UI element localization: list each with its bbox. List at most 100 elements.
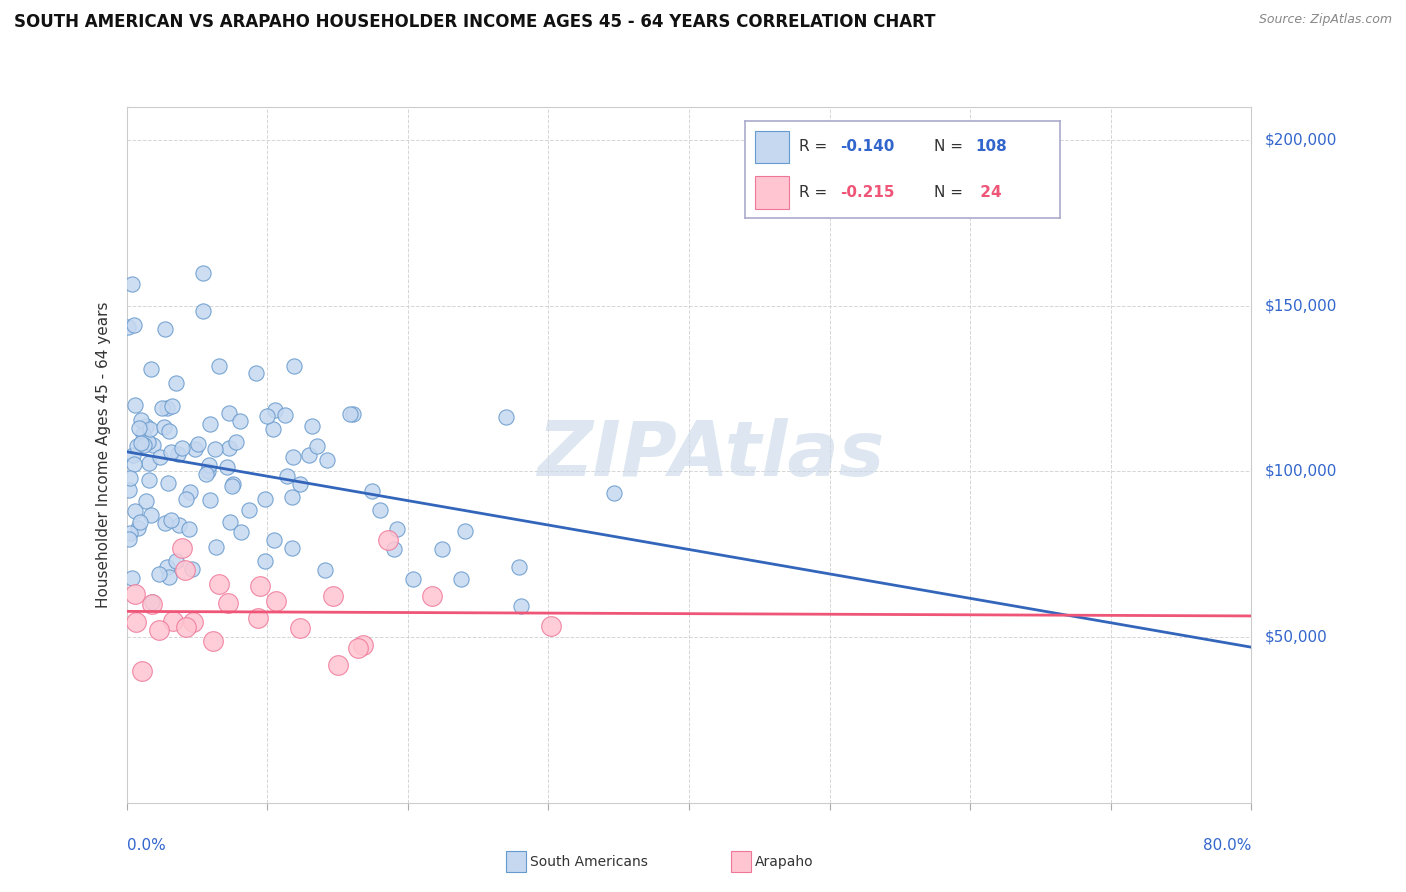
Point (128, 420, 150, 434)
Point (166, 376, 188, 390)
Point (121, 571, 143, 585)
Point (141, 595, 163, 609)
Point (118, 532, 141, 546)
Point (225, 435, 247, 450)
Point (135, 419, 157, 434)
Point (195, 467, 218, 482)
Point (281, 541, 304, 556)
Y-axis label: Householder Income Ages 45 - 64 years: Householder Income Ages 45 - 64 years (96, 301, 111, 608)
Point (508, 560, 530, 574)
Text: -0.140: -0.140 (839, 139, 894, 153)
Point (148, 623, 170, 637)
Point (339, 407, 361, 421)
Point (127, 521, 149, 535)
Point (170, 441, 193, 455)
Point (125, 439, 148, 453)
Text: 0.0%: 0.0% (127, 838, 166, 853)
Point (246, 611, 269, 625)
Point (305, 439, 328, 453)
Point (122, 448, 145, 462)
Point (495, 409, 517, 424)
Text: 80.0%: 80.0% (1204, 838, 1251, 853)
Point (198, 417, 221, 432)
Point (384, 542, 406, 557)
Text: SOUTH AMERICAN VS ARAPAHO HOUSEHOLDER INCOME AGES 45 - 64 YEARS CORRELATION CHAR: SOUTH AMERICAN VS ARAPAHO HOUSEHOLDER IN… (14, 13, 935, 31)
Point (301, 418, 323, 433)
Point (281, 450, 304, 464)
Point (204, 540, 226, 554)
Point (256, 409, 278, 423)
Text: N =: N = (934, 185, 967, 200)
Point (125, 615, 148, 629)
Point (266, 593, 288, 607)
Text: R =: R = (799, 185, 832, 200)
Point (322, 589, 344, 603)
Point (274, 409, 297, 423)
Point (603, 486, 626, 500)
Point (450, 572, 472, 586)
Point (281, 490, 304, 504)
Point (124, 504, 146, 518)
Point (263, 533, 285, 548)
Point (314, 564, 336, 578)
Point (157, 425, 180, 439)
Point (159, 445, 181, 459)
Point (167, 447, 190, 461)
Point (298, 448, 321, 462)
Point (120, 526, 142, 541)
Point (204, 442, 226, 456)
Text: -0.215: -0.215 (839, 185, 894, 200)
Point (179, 522, 201, 536)
Point (118, 483, 141, 497)
Point (193, 303, 215, 318)
Point (138, 474, 160, 488)
Point (124, 398, 146, 412)
Point (288, 621, 311, 635)
Point (132, 438, 155, 452)
Point (122, 458, 145, 472)
Point (138, 422, 160, 436)
Text: ZIPAtlas: ZIPAtlas (537, 418, 886, 491)
Point (152, 420, 174, 434)
Point (162, 615, 184, 629)
Point (174, 563, 197, 577)
Point (141, 508, 163, 523)
Point (254, 491, 277, 506)
Point (238, 503, 260, 517)
Text: South Americans: South Americans (530, 855, 648, 869)
Point (174, 620, 197, 634)
Point (138, 456, 160, 470)
Point (181, 615, 204, 630)
Point (276, 469, 298, 483)
Point (198, 458, 221, 472)
Point (149, 450, 172, 465)
Point (121, 277, 143, 291)
Point (180, 562, 202, 576)
Point (155, 516, 177, 530)
Text: R =: R = (799, 139, 832, 153)
Point (139, 362, 162, 376)
Point (132, 426, 155, 441)
Point (454, 524, 477, 539)
Point (263, 403, 285, 417)
Point (172, 541, 194, 555)
Point (129, 515, 152, 529)
Point (347, 641, 370, 656)
Point (229, 414, 252, 428)
Point (218, 406, 240, 420)
Point (136, 434, 159, 449)
Point (184, 442, 207, 457)
Point (120, 471, 142, 485)
Text: 108: 108 (976, 139, 1007, 153)
Point (221, 478, 243, 492)
Point (157, 570, 180, 584)
Point (217, 460, 239, 475)
Point (200, 493, 222, 508)
Point (160, 400, 183, 414)
Point (509, 599, 531, 614)
Text: N =: N = (934, 139, 967, 153)
Point (174, 492, 197, 507)
Point (283, 359, 305, 374)
Point (135, 494, 157, 508)
Point (342, 407, 364, 421)
